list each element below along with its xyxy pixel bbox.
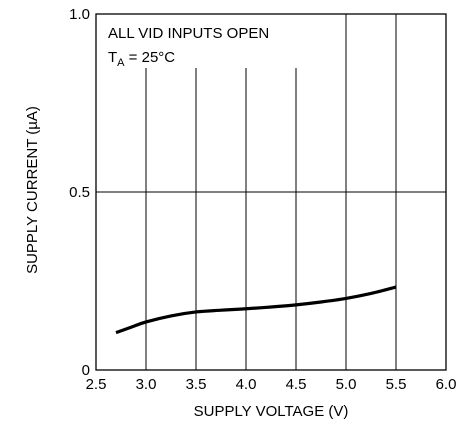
x-tick-label: 4.0 [236, 376, 257, 393]
y-axis-title: SUPPLY CURRENT (µA) [24, 106, 41, 274]
plot-frame [95, 13, 447, 371]
x-tick-label: 5.5 [386, 376, 407, 393]
annotation-line-2: TA = 25°C [108, 49, 175, 69]
supply-current-curve [115, 285, 397, 335]
annotation-line-1: ALL VID INPUTS OPEN [108, 25, 269, 42]
y-tick-label: 0 [82, 362, 90, 379]
y-tick-label: 0.5 [69, 184, 90, 201]
annotation-t: T [108, 49, 117, 66]
x-tick-label: 6.0 [436, 376, 457, 393]
x-tick-label: 3.5 [186, 376, 207, 393]
tick-labels: 2.5 3.0 3.5 4.0 4.5 5.0 5.5 6.0 0 0.5 1.0 [69, 6, 456, 393]
series-group [115, 285, 397, 335]
x-tick-label: 5.0 [336, 376, 357, 393]
x-tick-label: 4.5 [286, 376, 307, 393]
annotation-temperature: = 25°C [125, 49, 176, 66]
y-tick-label: 1.0 [69, 6, 90, 23]
x-tick-label: 2.5 [86, 376, 107, 393]
x-tick-label: 3.0 [136, 376, 157, 393]
grid [96, 14, 446, 370]
x-axis-title: SUPPLY VOLTAGE (V) [194, 403, 349, 420]
annotation-subscript: A [117, 57, 125, 69]
